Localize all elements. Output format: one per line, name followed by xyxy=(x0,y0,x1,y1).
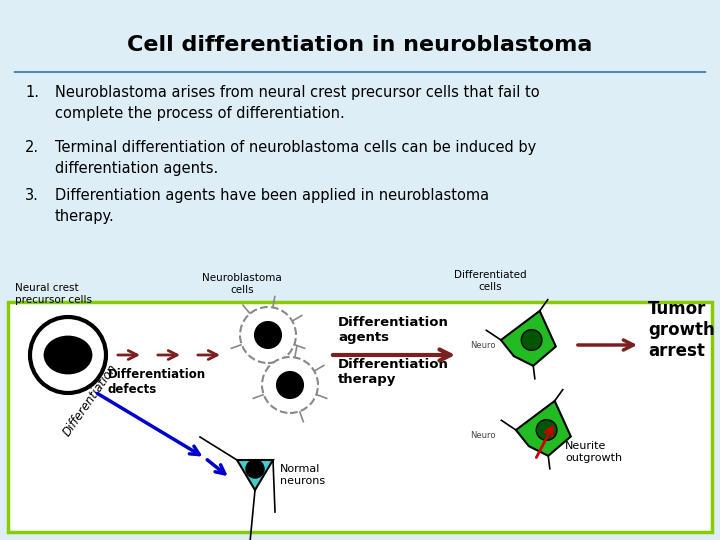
Text: Differentiation agents have been applied in neuroblastoma
therapy.: Differentiation agents have been applied… xyxy=(55,188,489,224)
Text: Differentiation: Differentiation xyxy=(60,361,120,438)
FancyBboxPatch shape xyxy=(8,302,712,532)
Polygon shape xyxy=(237,460,273,490)
Text: Normal
neurons: Normal neurons xyxy=(280,464,325,486)
Polygon shape xyxy=(501,311,556,366)
Text: 1.: 1. xyxy=(25,85,39,100)
Polygon shape xyxy=(516,401,571,456)
Text: Neuroblastoma
cells: Neuroblastoma cells xyxy=(202,273,282,295)
Circle shape xyxy=(277,372,303,398)
Text: 2.: 2. xyxy=(25,140,39,155)
Circle shape xyxy=(30,317,106,393)
Circle shape xyxy=(262,357,318,413)
Text: Differentiation
defects: Differentiation defects xyxy=(108,368,206,396)
Text: Neurite
outgrowth: Neurite outgrowth xyxy=(565,441,622,463)
Circle shape xyxy=(246,460,264,478)
Text: Neural crest
precursor cells: Neural crest precursor cells xyxy=(15,284,92,305)
Text: Differentiated
cells: Differentiated cells xyxy=(454,271,526,292)
Circle shape xyxy=(240,307,296,363)
Text: Neuro: Neuro xyxy=(470,341,495,349)
Text: Tumor
growth
arrest: Tumor growth arrest xyxy=(648,300,715,360)
Text: 3.: 3. xyxy=(25,188,39,203)
Text: Differentiation
therapy: Differentiation therapy xyxy=(338,358,449,386)
Circle shape xyxy=(255,322,281,348)
Ellipse shape xyxy=(45,337,91,373)
Circle shape xyxy=(521,329,542,350)
Circle shape xyxy=(536,420,557,440)
Text: Cell differentiation in neuroblastoma: Cell differentiation in neuroblastoma xyxy=(127,35,593,55)
Text: Terminal differentiation of neuroblastoma cells can be induced by
differentiatio: Terminal differentiation of neuroblastom… xyxy=(55,140,536,176)
Text: Neuro: Neuro xyxy=(470,430,495,440)
Text: Differentiation
agents: Differentiation agents xyxy=(338,316,449,344)
Text: Neuroblastoma arises from neural crest precursor cells that fail to
complete the: Neuroblastoma arises from neural crest p… xyxy=(55,85,539,121)
